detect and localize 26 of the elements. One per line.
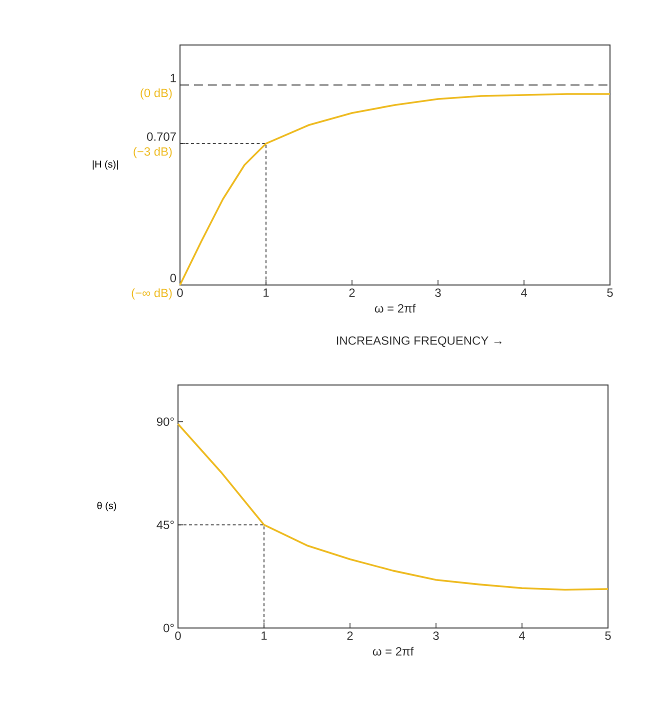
x-tick-label: 2	[347, 632, 353, 640]
x-axis-title: ω = 2πf	[372, 646, 414, 656]
x-tick-label: 4	[520, 288, 527, 297]
x-tick-label: 3	[433, 632, 439, 640]
y-tick-label: 1	[170, 74, 176, 82]
y-tick-label: 0.707	[147, 132, 176, 141]
text: (−3 dB)	[134, 147, 172, 158]
y-axis-title: |H (s)|	[92, 160, 118, 170]
y-axis-title: θ (s)	[97, 502, 116, 512]
x-axis-title: ω = 2πf	[374, 304, 416, 313]
x-tick-label: 1	[262, 632, 267, 640]
x-tick-label: 2	[349, 288, 355, 297]
text: (0 dB)	[140, 88, 172, 100]
x-tick-label: 4	[518, 632, 525, 640]
text: (−∞ dB)	[132, 288, 172, 300]
x-tick-label: 0	[177, 288, 183, 297]
text: INCREASING FREQUENCY →	[336, 336, 502, 347]
y-tick-label: 0°	[164, 624, 174, 632]
y-tick-label: 0	[170, 274, 176, 282]
x-tick-label: 5	[607, 288, 613, 297]
y-tick-label: 90°	[156, 417, 174, 426]
x-tick-label: 5	[605, 632, 611, 640]
x-tick-label: 3	[435, 288, 441, 297]
x-tick-label: 1	[264, 288, 269, 297]
line-series	[177, 423, 609, 591]
y-tick-label: 45°	[156, 520, 174, 530]
